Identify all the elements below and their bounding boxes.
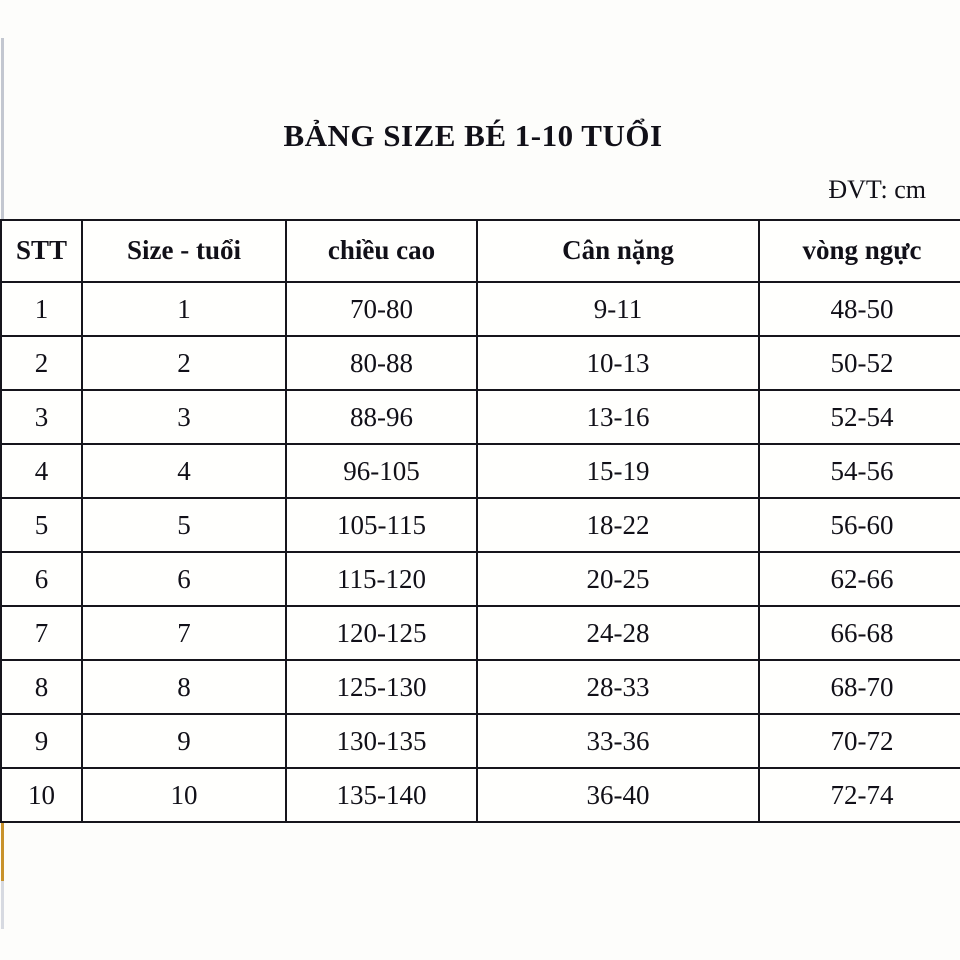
cell-chest: 72-74 [758, 767, 960, 823]
cell-weight: 28-33 [476, 659, 760, 715]
cell-weight: 20-25 [476, 551, 760, 607]
cell-size: 4 [81, 443, 287, 499]
cell-chest: 50-52 [758, 335, 960, 391]
cell-stt: 6 [0, 551, 83, 607]
table-header-row: STT Size - tuổi chiều cao Cân nặng vòng … [0, 219, 960, 283]
cell-chest: 48-50 [758, 281, 960, 337]
table-body: 1 1 70-80 9-11 48-50 2 2 80-88 10-13 50-… [0, 281, 960, 823]
table-row: 8 8 125-130 28-33 68-70 [0, 659, 960, 715]
cell-chest: 68-70 [758, 659, 960, 715]
table-row: 1 1 70-80 9-11 48-50 [0, 281, 960, 337]
cell-weight: 24-28 [476, 605, 760, 661]
cell-chest: 54-56 [758, 443, 960, 499]
table-row: 3 3 88-96 13-16 52-54 [0, 389, 960, 445]
cell-stt: 10 [0, 767, 83, 823]
cell-stt: 8 [0, 659, 83, 715]
cell-size: 2 [81, 335, 287, 391]
cell-size: 6 [81, 551, 287, 607]
column-header-stt: STT [0, 219, 83, 283]
cell-size: 7 [81, 605, 287, 661]
cell-size: 5 [81, 497, 287, 553]
column-header-weight: Cân nặng [476, 219, 760, 283]
cell-stt: 4 [0, 443, 83, 499]
page-title: BẢNG SIZE BÉ 1-10 TUỔI [283, 118, 663, 153]
page-edge-rule-accent [1, 815, 4, 881]
cell-chest: 66-68 [758, 605, 960, 661]
cell-stt: 5 [0, 497, 83, 553]
cell-height: 120-125 [285, 605, 478, 661]
table-row: 5 5 105-115 18-22 56-60 [0, 497, 960, 553]
cell-weight: 9-11 [476, 281, 760, 337]
column-header-size: Size - tuổi [81, 219, 287, 283]
cell-chest: 70-72 [758, 713, 960, 769]
column-header-height: chiều cao [285, 219, 478, 283]
cell-size: 9 [81, 713, 287, 769]
cell-size: 8 [81, 659, 287, 715]
cell-height: 135-140 [285, 767, 478, 823]
cell-height: 130-135 [285, 713, 478, 769]
cell-height: 115-120 [285, 551, 478, 607]
page-edge-rule-bottom [1, 881, 4, 929]
cell-stt: 9 [0, 713, 83, 769]
cell-stt: 1 [0, 281, 83, 337]
cell-weight: 18-22 [476, 497, 760, 553]
table-row: 7 7 120-125 24-28 66-68 [0, 605, 960, 661]
cell-chest: 56-60 [758, 497, 960, 553]
cell-weight: 13-16 [476, 389, 760, 445]
cell-height: 125-130 [285, 659, 478, 715]
table-row: 9 9 130-135 33-36 70-72 [0, 713, 960, 769]
cell-height: 80-88 [285, 335, 478, 391]
cell-size: 3 [81, 389, 287, 445]
cell-weight: 36-40 [476, 767, 760, 823]
cell-stt: 3 [0, 389, 83, 445]
cell-chest: 62-66 [758, 551, 960, 607]
column-header-chest: vòng ngực [758, 219, 960, 283]
table-row: 4 4 96-105 15-19 54-56 [0, 443, 960, 499]
unit-of-measure-note: ĐVT: cm [828, 175, 926, 204]
cell-size: 10 [81, 767, 287, 823]
cell-height: 70-80 [285, 281, 478, 337]
cell-weight: 33-36 [476, 713, 760, 769]
cell-height: 96-105 [285, 443, 478, 499]
table-row: 2 2 80-88 10-13 50-52 [0, 335, 960, 391]
table-row: 10 10 135-140 36-40 72-74 [0, 767, 960, 823]
cell-chest: 52-54 [758, 389, 960, 445]
size-chart-table: STT Size - tuổi chiều cao Cân nặng vòng … [0, 219, 960, 823]
table-row: 6 6 115-120 20-25 62-66 [0, 551, 960, 607]
cell-size: 1 [81, 281, 287, 337]
cell-weight: 15-19 [476, 443, 760, 499]
cell-height: 88-96 [285, 389, 478, 445]
cell-weight: 10-13 [476, 335, 760, 391]
cell-stt: 2 [0, 335, 83, 391]
cell-height: 105-115 [285, 497, 478, 553]
cell-stt: 7 [0, 605, 83, 661]
